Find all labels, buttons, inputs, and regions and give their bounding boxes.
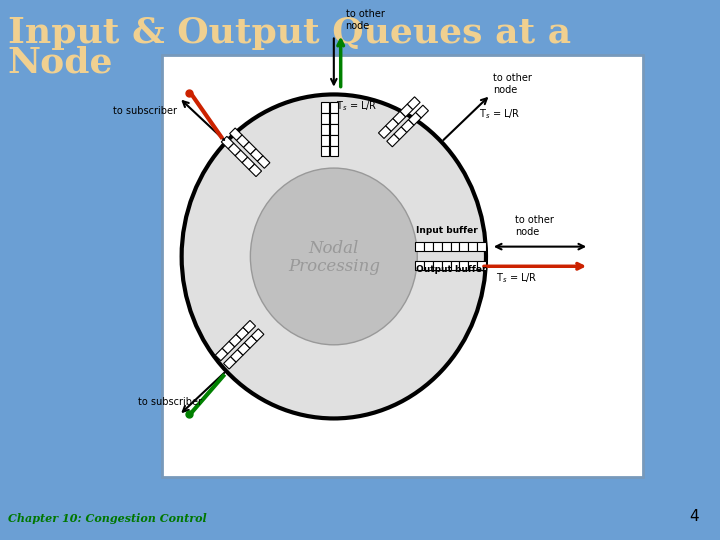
Polygon shape [249, 164, 261, 177]
Polygon shape [330, 124, 338, 134]
Polygon shape [468, 242, 477, 251]
Polygon shape [330, 145, 338, 156]
Polygon shape [408, 97, 420, 110]
Text: Node: Node [8, 45, 113, 79]
Polygon shape [321, 134, 329, 145]
Polygon shape [330, 113, 338, 124]
Text: to other
node: to other node [346, 9, 384, 31]
Polygon shape [477, 261, 486, 270]
Polygon shape [459, 242, 468, 251]
Polygon shape [258, 156, 270, 168]
Text: Input & Output Queues at a: Input & Output Queues at a [8, 16, 571, 50]
Text: Processing: Processing [288, 258, 380, 275]
Polygon shape [221, 136, 234, 149]
Polygon shape [415, 105, 428, 118]
FancyBboxPatch shape [162, 55, 643, 477]
Text: Output buffer: Output buffer [416, 265, 487, 274]
Polygon shape [242, 157, 255, 170]
Polygon shape [394, 127, 407, 139]
Polygon shape [451, 242, 459, 251]
Polygon shape [415, 261, 424, 270]
Text: Chapter 10: Congestion Control: Chapter 10: Congestion Control [8, 514, 207, 524]
Text: Input buffer: Input buffer [416, 226, 478, 235]
Polygon shape [387, 134, 400, 147]
Polygon shape [408, 112, 421, 125]
Polygon shape [459, 261, 468, 270]
Polygon shape [400, 104, 413, 117]
Polygon shape [236, 327, 248, 340]
Text: to subscriber: to subscriber [113, 106, 177, 117]
Polygon shape [228, 143, 240, 156]
Polygon shape [442, 261, 451, 270]
Text: 4: 4 [690, 509, 699, 524]
Polygon shape [321, 113, 329, 124]
Polygon shape [230, 349, 243, 362]
Polygon shape [251, 149, 263, 161]
Polygon shape [386, 118, 398, 131]
Polygon shape [330, 102, 338, 113]
Ellipse shape [181, 94, 486, 419]
Polygon shape [321, 145, 329, 156]
Polygon shape [433, 261, 442, 270]
Text: T$_s$ = L/R: T$_s$ = L/R [496, 271, 537, 285]
Text: to other
node: to other node [493, 73, 532, 95]
Polygon shape [251, 329, 264, 341]
Polygon shape [401, 119, 414, 132]
Polygon shape [235, 150, 248, 163]
Text: T$_s$ = L/R: T$_s$ = L/R [336, 99, 377, 113]
Polygon shape [224, 356, 236, 369]
Polygon shape [468, 261, 477, 270]
Ellipse shape [251, 168, 418, 345]
Polygon shape [229, 334, 242, 347]
Polygon shape [230, 128, 242, 140]
Polygon shape [393, 111, 405, 124]
Polygon shape [321, 124, 329, 134]
Polygon shape [433, 242, 442, 251]
Polygon shape [238, 343, 250, 355]
Polygon shape [379, 126, 391, 138]
Polygon shape [451, 261, 459, 270]
Polygon shape [215, 348, 228, 361]
Polygon shape [330, 134, 338, 145]
Text: to subscriber: to subscriber [138, 397, 202, 407]
Polygon shape [243, 320, 256, 333]
Polygon shape [321, 102, 329, 113]
Polygon shape [477, 242, 486, 251]
Polygon shape [237, 135, 249, 147]
Text: to other
node: to other node [516, 215, 554, 237]
Polygon shape [244, 336, 257, 348]
Polygon shape [415, 242, 424, 251]
Polygon shape [243, 142, 256, 154]
Polygon shape [222, 341, 235, 354]
Polygon shape [442, 242, 451, 251]
Text: T$_s$ = L/R: T$_s$ = L/R [479, 107, 521, 121]
Polygon shape [424, 242, 433, 251]
Text: Nodal: Nodal [309, 240, 359, 257]
Polygon shape [424, 261, 433, 270]
